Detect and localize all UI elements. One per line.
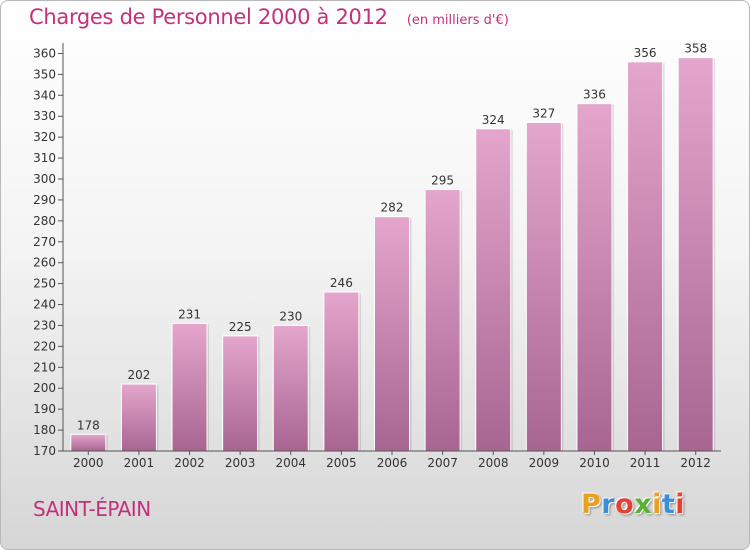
x-axis: 2000 2001 2002 2003 2004 2005 2006 2007 2008 2009… [63,450,721,470]
proxiti-logo: Proxiti [581,489,685,520]
bar-2002 [171,322,208,452]
y-tick-label: 290 [33,193,56,207]
y-tick-label: 210 [33,360,56,374]
bar-2010 [576,103,613,452]
y-tick-label: 340 [33,88,56,102]
logo-letter: o [615,489,635,520]
y-tick-label: 350 [33,67,56,81]
x-tick-label: 2010 [579,456,610,470]
y-tick-label: 220 [33,339,56,353]
bar-value-label: 282 [381,201,404,215]
bar-2012 [677,57,714,452]
bar-2006 [374,216,410,452]
x-tick-label: 2011 [630,456,661,470]
y-tick-label: 260 [33,256,56,270]
logo-letter: P [581,489,602,520]
bar-2004 [272,324,309,452]
commune-name: SAINT-ÉPAIN [33,497,151,521]
bar-value-label: 324 [482,113,505,127]
y-tick-label: 180 [33,423,56,437]
y-axis: 170 180 190 200 210 220 230 240 250 260 270 280 290 3… [33,43,64,458]
x-tick-label: 2005 [326,456,357,470]
bar-2005 [323,291,360,452]
x-tick-label: 2008 [478,456,509,470]
y-tick-label: 170 [33,444,56,458]
bar-value-label: 202 [127,368,150,382]
x-tick-label: 2012 [680,456,711,470]
bar-2009 [525,122,562,452]
y-tick-label: 240 [33,298,56,312]
y-tick-label: 270 [33,235,56,249]
bar-2011 [627,61,664,452]
bar-2001 [120,383,157,452]
bar-value-label: 246 [330,276,353,290]
x-tick-label: 2006 [377,456,408,470]
logo-letter: x [634,489,653,520]
logo-letter: i [675,489,686,520]
x-tick-label: 2009 [529,456,560,470]
bar-2003 [222,335,259,452]
bar-value-label: 231 [178,307,201,321]
bar-value-label: 327 [532,107,555,121]
bar-value-label: 336 [583,88,606,102]
logo-letter: i [652,489,662,520]
bars: 178 202 231 225 230 246 282 295 324 327 336 356 358 [70,42,716,452]
chart-subtitle: (en milliers d'€) [406,13,509,28]
y-tick-label: 320 [33,130,56,144]
bar-value-label: 225 [229,320,252,334]
bar-2000 [70,433,107,452]
logo-letter: t [661,489,676,520]
y-tick-label: 280 [33,214,56,228]
y-tick-label: 200 [33,381,56,395]
bar-value-label: 230 [279,309,302,323]
bar-2007 [424,188,461,452]
x-tick-label: 2003 [225,456,256,470]
bar-value-label: 295 [431,173,454,187]
y-tick-label: 300 [33,172,56,186]
y-tick-label: 330 [33,109,56,123]
x-tick-label: 2001 [124,456,155,470]
title-line: Charges de Personnel 2000 à 2012 (en mil… [29,5,509,29]
chart-title: Charges de Personnel 2000 à 2012 [29,5,388,29]
logo-letter: r [601,489,616,520]
x-tick-label: 2007 [427,456,458,470]
y-tick-label: 250 [33,277,56,291]
x-tick-label: 2002 [174,456,205,470]
bar-value-label: 358 [684,42,707,56]
bar-value-label: 178 [77,418,100,432]
y-tick-label: 190 [33,402,56,416]
bar-value-label: 356 [634,46,657,60]
bar-2008 [475,128,512,452]
y-tick-label: 360 [33,46,56,60]
x-tick-label: 2000 [73,456,104,470]
y-tick-label: 310 [33,151,56,165]
x-tick-label: 2004 [275,456,306,470]
y-tick-label: 230 [33,318,56,332]
